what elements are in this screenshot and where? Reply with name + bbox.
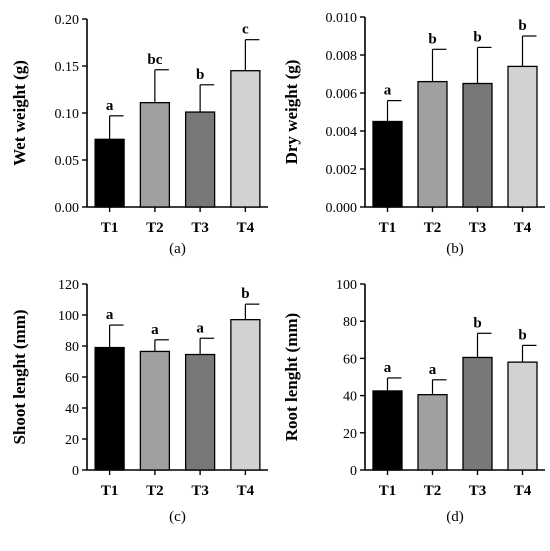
y-tick-label: 20 (65, 433, 79, 448)
y-tick-label: 40 (343, 390, 357, 405)
significance-letter: a (384, 83, 392, 99)
bar-t1 (94, 346, 125, 471)
x-tick-label: T4 (514, 220, 532, 236)
x-tick-label: T1 (379, 220, 397, 236)
significance-letter: c (242, 22, 249, 38)
y-tick-label: 40 (65, 402, 79, 417)
significance-letter: b (518, 327, 526, 343)
y-tick-label: 100 (58, 309, 79, 324)
significance-letter: a (151, 322, 159, 338)
y-tick-label: 60 (343, 352, 357, 367)
panel-caption: (d) (446, 509, 464, 525)
x-tick-label: T2 (146, 220, 164, 236)
significance-letter: a (384, 360, 392, 376)
y-tick-label: 0.00 (55, 201, 80, 216)
x-tick-label: T4 (237, 483, 255, 499)
y-tick-label: 0.05 (55, 154, 80, 169)
y-axis-label: Shoot lenght (mm) (10, 309, 29, 444)
y-tick-label: 0 (350, 464, 357, 479)
y-tick-label: 0.10 (55, 107, 80, 122)
y-tick-label: 80 (343, 315, 357, 330)
x-tick-label: T1 (101, 483, 119, 499)
bar-t2 (139, 350, 171, 471)
y-axis-label: Wet weight (g) (10, 60, 29, 166)
x-tick-label: T2 (424, 483, 442, 499)
significance-letter: bc (147, 52, 162, 68)
bar-t3 (462, 356, 493, 471)
bar-t1 (372, 120, 403, 208)
y-tick-label: 0.20 (55, 13, 80, 28)
y-tick-label: 0.000 (326, 201, 358, 216)
significance-letter: b (196, 67, 204, 83)
panel-caption: (b) (446, 241, 464, 257)
significance-letter: a (196, 320, 204, 336)
x-tick-label: T1 (101, 220, 119, 236)
y-tick-label: 0.002 (326, 163, 358, 178)
y-axis-label: Dry weight (g) (282, 60, 301, 165)
bar-t3 (462, 82, 493, 208)
x-tick-label: T3 (469, 220, 487, 236)
bar-t2 (139, 102, 171, 208)
y-tick-label: 80 (65, 340, 79, 355)
x-tick-label: T4 (237, 220, 255, 236)
significance-letter: a (106, 98, 114, 114)
y-tick-label: 60 (65, 371, 79, 386)
y-tick-label: 100 (336, 278, 357, 293)
significance-letter: b (518, 18, 526, 34)
y-tick-label: 0 (72, 464, 79, 479)
y-tick-label: 0.004 (326, 125, 358, 140)
y-tick-label: 0.15 (55, 60, 80, 75)
bar-t3 (184, 111, 216, 208)
y-tick-label: 0.006 (326, 87, 358, 102)
chart-panel-2: 0.000 0.002 0.004 0.006 0.008 0.010 Dry weight… (282, 11, 545, 257)
y-tick-label: 0.008 (326, 49, 358, 64)
y-tick-label: 20 (343, 427, 357, 442)
x-tick-label: T3 (469, 483, 487, 499)
significance-letter: a (429, 362, 437, 378)
x-tick-label: T4 (514, 483, 532, 499)
bar-t3 (184, 353, 216, 471)
x-tick-label: T2 (424, 220, 442, 236)
bar-t2 (417, 394, 448, 471)
bar-t4 (507, 65, 538, 208)
bar-t1 (94, 138, 125, 208)
x-tick-label: T2 (146, 483, 164, 499)
bar-t2 (417, 80, 448, 208)
x-tick-label: T3 (191, 220, 209, 236)
bar-t4 (230, 70, 261, 208)
significance-letter: b (241, 286, 249, 302)
y-axis-label: Root lenght (mm) (282, 313, 301, 441)
panel-caption: (c) (169, 509, 186, 525)
y-tick-label: 0.010 (326, 11, 358, 26)
chart-panel-3: 0 20 40 60 80 100 120 Shoot lenght (mm) a T1 a T2 a T… (10, 278, 268, 525)
significance-letter: b (473, 315, 481, 331)
chart-panel-4: 0 20 40 60 80 100 Root lenght (mm) a T1 a T2 b T3 b T4… (282, 278, 545, 525)
bar-t1 (372, 390, 403, 471)
x-tick-label: T3 (191, 483, 209, 499)
significance-letter: a (106, 307, 114, 323)
significance-letter: b (428, 31, 436, 47)
panel-caption: (a) (169, 241, 186, 257)
bar-t4 (230, 318, 261, 471)
x-tick-label: T1 (379, 483, 397, 499)
significance-letter: b (473, 29, 481, 45)
y-tick-label: 120 (58, 278, 79, 293)
bar-t4 (507, 361, 538, 471)
